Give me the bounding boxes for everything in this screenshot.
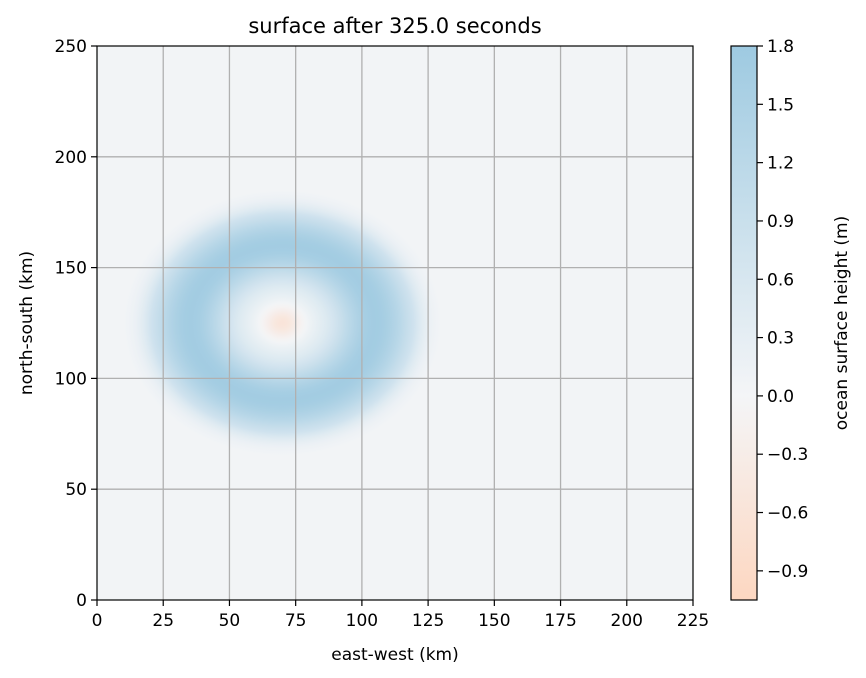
colorbar-tick-label: −0.3	[767, 445, 808, 465]
x-axis: 0 25 50 75 100 125 150 175 200 225	[92, 600, 709, 631]
colorbar-tick-label: 0.3	[767, 329, 794, 349]
x-tick-label: 50	[219, 611, 241, 631]
y-tick-label: 50	[65, 480, 87, 500]
x-tick-label: 75	[285, 611, 307, 631]
y-tick-label: 150	[55, 259, 87, 279]
x-tick-label: 225	[677, 611, 709, 631]
x-tick-label: 25	[152, 611, 174, 631]
plot-area: 0 25 50 75 100 125 150 175 200 225 0 50 100 150 200 25…	[55, 37, 710, 631]
colorbar-tick-label: 1.2	[767, 154, 794, 174]
colorbar-tick-label: −0.6	[767, 504, 808, 524]
x-tick-label: 0	[92, 611, 103, 631]
y-axis-label: north-south (km)	[17, 251, 37, 395]
x-axis-label: east-west (km)	[331, 645, 459, 665]
colorbar-tick-label: 1.5	[767, 95, 794, 115]
plot-frame	[96, 45, 694, 601]
x-tick-label: 175	[544, 611, 576, 631]
colorbar-tick-label: 0.0	[767, 387, 794, 407]
y-axis: 0 50 100 150 200 250	[55, 37, 97, 611]
colorbar-label: ocean surface height (m)	[832, 216, 852, 430]
grid-lines	[97, 46, 693, 600]
y-tick-label: 0	[76, 591, 87, 611]
wave-field	[123, 190, 442, 456]
y-tick-label: 200	[55, 148, 87, 168]
colorbar: 1.8 1.5 1.2 0.9 0.6 0.3 0.0 −0.3 −0.6 −0.9	[730, 37, 808, 601]
colorbar-tick-label: 1.8	[767, 37, 794, 57]
x-tick-label: 100	[346, 611, 378, 631]
colorbar-tick-label: 0.9	[767, 212, 794, 232]
chart-title: surface after 325.0 seconds	[248, 14, 541, 38]
x-tick-label: 125	[412, 611, 444, 631]
colorbar-tick-label: −0.9	[767, 562, 808, 582]
x-tick-label: 150	[478, 611, 510, 631]
y-tick-label: 100	[55, 369, 87, 389]
x-tick-label: 200	[611, 611, 643, 631]
colorbar-tick-label: 0.6	[767, 270, 794, 290]
colorbar-bar	[730, 45, 758, 601]
colorbar-ticks: 1.8 1.5 1.2 0.9 0.6 0.3 0.0 −0.3 −0.6 −0.9	[757, 37, 808, 582]
y-tick-label: 250	[55, 37, 87, 57]
